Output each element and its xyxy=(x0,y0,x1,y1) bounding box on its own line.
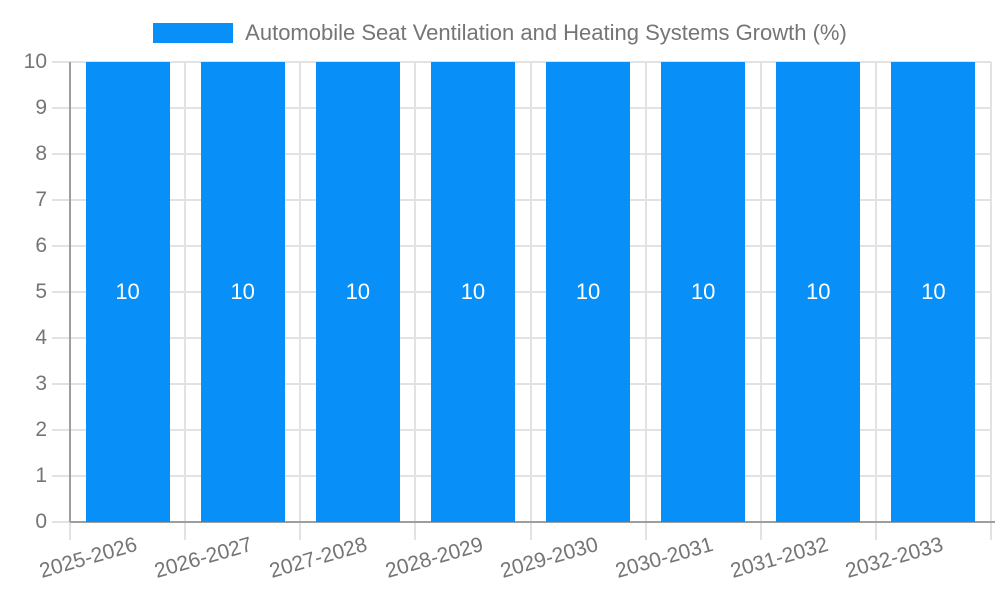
h-gridline xyxy=(52,475,991,477)
bar-value-label: 10 xyxy=(806,279,831,304)
v-gridline xyxy=(414,62,417,540)
v-gridline xyxy=(529,62,532,540)
bar[interactable] xyxy=(200,62,285,522)
v-gridline xyxy=(644,62,647,540)
y-axis-tick-label: 4 xyxy=(35,326,47,349)
v-gridline xyxy=(184,62,187,540)
y-axis-tick-label: 7 xyxy=(35,188,47,211)
x-axis-tick-label: 2030-2031 xyxy=(612,533,716,583)
v-gridline xyxy=(990,62,992,540)
bar-value-label: 10 xyxy=(690,279,716,304)
legend-item[interactable]: Automobile Seat Ventilation and Heating … xyxy=(153,21,847,45)
v-gridline xyxy=(874,62,877,540)
y-axis-tick-label: 3 xyxy=(35,372,47,395)
bar-value-label: 10 xyxy=(921,279,946,304)
y-axis-tick-label: 0 xyxy=(35,510,47,533)
h-gridline xyxy=(52,429,991,431)
x-axis-tick-label: 2027-2028 xyxy=(267,533,371,583)
v-gridline xyxy=(759,62,762,540)
h-gridline xyxy=(52,199,991,201)
h-gridline xyxy=(52,153,991,155)
y-axis-tick-label: 9 xyxy=(35,96,47,119)
h-gridline xyxy=(52,337,991,339)
bar-value-label: 10 xyxy=(230,279,255,304)
x-axis-tick-label: 2028-2029 xyxy=(382,533,486,583)
bar[interactable] xyxy=(315,62,400,522)
bar[interactable] xyxy=(85,62,170,522)
h-gridline xyxy=(52,245,991,247)
x-axis-tick-label: 2031-2032 xyxy=(727,533,831,583)
h-gridline xyxy=(52,291,991,293)
x-axis-line xyxy=(70,521,995,523)
x-axis-tick-label: 2025-2026 xyxy=(37,533,140,583)
y-axis-line xyxy=(69,62,71,522)
h-gridline xyxy=(52,61,991,63)
bar[interactable] xyxy=(546,62,631,522)
y-axis-tick-label: 8 xyxy=(35,142,47,165)
x-axis-tick-label: 2032-2033 xyxy=(842,533,946,583)
h-gridline xyxy=(52,107,991,109)
x-axis-tick-label: 2029-2030 xyxy=(497,533,601,583)
legend-label: Automobile Seat Ventilation and Heating … xyxy=(245,20,847,45)
bar-value-label: 10 xyxy=(345,279,371,304)
bar[interactable] xyxy=(430,62,515,522)
bar-value-label: 10 xyxy=(575,279,601,304)
x-axis-tick-label: 2026-2027 xyxy=(152,533,256,583)
y-axis-tick-label: 1 xyxy=(35,464,47,487)
y-axis-tick-label: 6 xyxy=(35,234,47,257)
bar[interactable] xyxy=(891,62,976,522)
bar[interactable] xyxy=(661,62,746,522)
legend-swatch-icon xyxy=(153,23,234,43)
v-gridline xyxy=(299,62,302,540)
h-gridline xyxy=(52,383,991,385)
y-axis-tick-label: 10 xyxy=(23,50,47,73)
legend: Automobile Seat Ventilation and Heating … xyxy=(0,14,1000,52)
y-axis-tick-label: 5 xyxy=(35,280,47,303)
y-axis-tick-label: 2 xyxy=(35,418,47,441)
bar[interactable] xyxy=(776,62,861,522)
bar-value-label: 10 xyxy=(460,279,486,304)
bar-value-label: 10 xyxy=(115,279,140,304)
